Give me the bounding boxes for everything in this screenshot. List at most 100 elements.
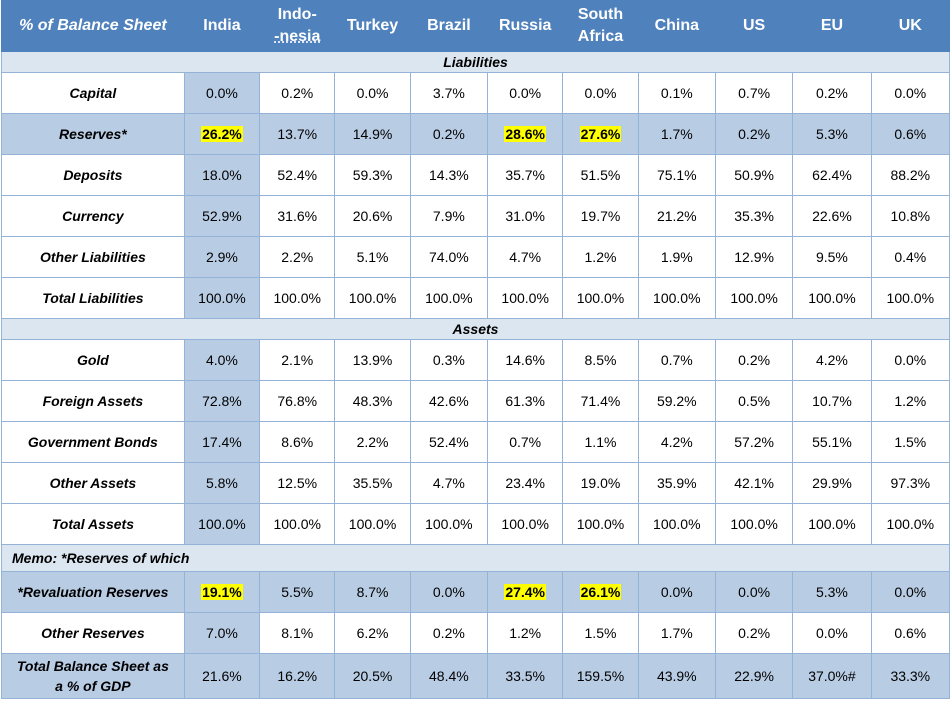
value-cell: 0.4% xyxy=(870,236,951,278)
table-row: Reserves* 26.2% 13.7% 14.9% 0.2% 28.6% 27.6% 1.… xyxy=(1,113,951,155)
value-cell: 100.0% xyxy=(714,503,794,545)
value-cell: 62.4% xyxy=(792,154,872,196)
value-cell: 0.2% xyxy=(259,72,336,114)
value-cell: 100.0% xyxy=(487,503,564,545)
value-cell: 2.2% xyxy=(259,236,336,278)
value-cell: 75.1% xyxy=(637,154,716,196)
value-cell: 5.1% xyxy=(334,236,411,278)
value-cell: 100.0% xyxy=(334,277,411,319)
value-cell: 7.0% xyxy=(183,612,261,654)
country-header: Brazil xyxy=(409,0,489,52)
value-cell: 0.7% xyxy=(637,339,716,381)
value-cell: 5.3% xyxy=(792,113,872,155)
liabilities-section: Liabilities xyxy=(1,51,950,73)
table-row: Total Liabilities 100.0% 100.0% 100.0% 100.0… xyxy=(1,277,951,319)
row-label: Total Liabilities xyxy=(1,277,185,319)
value-cell: 4.7% xyxy=(409,462,489,504)
value-cell: 0.1% xyxy=(637,72,716,114)
value-cell: 19.1% xyxy=(183,571,261,613)
value-cell: 1.5% xyxy=(562,612,639,654)
row-label: Other Reserves xyxy=(1,612,185,654)
value-cell: 0.0% xyxy=(334,72,411,114)
value-cell: 5.8% xyxy=(183,462,261,504)
row-label: Total Balance Sheet as a % of GDP xyxy=(1,653,185,699)
row-label: Total Assets xyxy=(1,503,185,545)
value-cell: 0.0% xyxy=(562,72,639,114)
value-cell: 0.0% xyxy=(487,72,564,114)
memo-section-title: Memo: *Reserves of which xyxy=(1,544,950,572)
value-cell: 4.0% xyxy=(183,339,261,381)
country-header: India xyxy=(183,0,261,52)
value-cell: 8.1% xyxy=(259,612,336,654)
value-cell: 22.6% xyxy=(792,195,872,237)
value-cell: 8.6% xyxy=(259,421,336,463)
table-row: Other Liabilities 2.9% 2.2% 5.1% 74.0% 4.7% 1.… xyxy=(1,236,951,278)
value-cell: 10.7% xyxy=(792,380,872,422)
value-cell: 100.0% xyxy=(259,503,336,545)
value-cell: 13.9% xyxy=(334,339,411,381)
value-cell: 100.0% xyxy=(637,503,716,545)
value-cell: 33.5% xyxy=(487,653,564,699)
value-cell: 37.0%# xyxy=(792,653,872,699)
value-cell: 9.5% xyxy=(792,236,872,278)
value-cell: 4.2% xyxy=(637,421,716,463)
value-cell: 74.0% xyxy=(409,236,489,278)
value-cell: 2.1% xyxy=(259,339,336,381)
value-cell: 48.3% xyxy=(334,380,411,422)
value-cell: 59.3% xyxy=(334,154,411,196)
value-cell: 0.0% xyxy=(183,72,261,114)
value-cell: 0.0% xyxy=(870,72,951,114)
table-row: Total Balance Sheet as a % of GDP 21.6% 16… xyxy=(1,653,951,699)
country-header: Russia xyxy=(487,0,564,52)
value-cell: 0.2% xyxy=(409,612,489,654)
table-row: Other Assets 5.8% 12.5% 35.5% 4.7% 23.4% 19.0%… xyxy=(1,462,951,504)
value-cell: 12.5% xyxy=(259,462,336,504)
value-cell: 0.0% xyxy=(870,339,951,381)
value-cell: 0.7% xyxy=(714,72,794,114)
value-cell: 1.9% xyxy=(637,236,716,278)
value-cell: 35.7% xyxy=(487,154,564,196)
liabilities-section-title: Liabilities xyxy=(1,51,950,73)
highlighted-value: 27.6% xyxy=(579,126,622,142)
value-cell: 100.0% xyxy=(259,277,336,319)
value-cell: 0.6% xyxy=(870,612,951,654)
value-cell: 55.1% xyxy=(792,421,872,463)
value-cell: 35.9% xyxy=(637,462,716,504)
value-cell: 35.5% xyxy=(334,462,411,504)
row-label: *Revaluation Reserves xyxy=(1,571,185,613)
table-row: Other Reserves 7.0% 8.1% 6.2% 0.2% 1.2% 1.5% 1.… xyxy=(1,612,951,654)
value-cell: 48.4% xyxy=(409,653,489,699)
value-cell: 42.6% xyxy=(409,380,489,422)
row-label: Other Liabilities xyxy=(1,236,185,278)
table-row: Foreign Assets 72.8% 76.8% 48.3% 42.6% 61.3% 7… xyxy=(1,380,951,422)
table-row: Total Assets 100.0% 100.0% 100.0% 100.0% 100.… xyxy=(1,503,951,545)
value-cell: 5.3% xyxy=(792,571,872,613)
value-cell: 19.0% xyxy=(562,462,639,504)
value-cell: 1.1% xyxy=(562,421,639,463)
value-cell: 0.5% xyxy=(714,380,794,422)
value-cell: 33.3% xyxy=(870,653,951,699)
value-cell: 26.2% xyxy=(183,113,261,155)
value-cell: 2.2% xyxy=(334,421,411,463)
value-cell: 100.0% xyxy=(409,277,489,319)
row-label: Deposits xyxy=(1,154,185,196)
value-cell: 14.6% xyxy=(487,339,564,381)
value-cell: 100.0% xyxy=(409,503,489,545)
value-cell: 0.0% xyxy=(637,571,716,613)
value-cell: 100.0% xyxy=(183,503,261,545)
value-cell: 0.0% xyxy=(792,612,872,654)
value-cell: 12.9% xyxy=(714,236,794,278)
row-label: Capital xyxy=(1,72,185,114)
row-label: Government Bonds xyxy=(1,421,185,463)
value-cell: 19.7% xyxy=(562,195,639,237)
highlighted-value: 28.6% xyxy=(504,126,547,142)
value-cell: 0.2% xyxy=(714,339,794,381)
value-cell: 31.6% xyxy=(259,195,336,237)
value-cell: 20.5% xyxy=(334,653,411,699)
row-label: Gold xyxy=(1,339,185,381)
highlighted-value: 27.4% xyxy=(504,584,547,600)
value-cell: 71.4% xyxy=(562,380,639,422)
value-cell: 0.0% xyxy=(409,571,489,613)
value-cell: 8.7% xyxy=(334,571,411,613)
